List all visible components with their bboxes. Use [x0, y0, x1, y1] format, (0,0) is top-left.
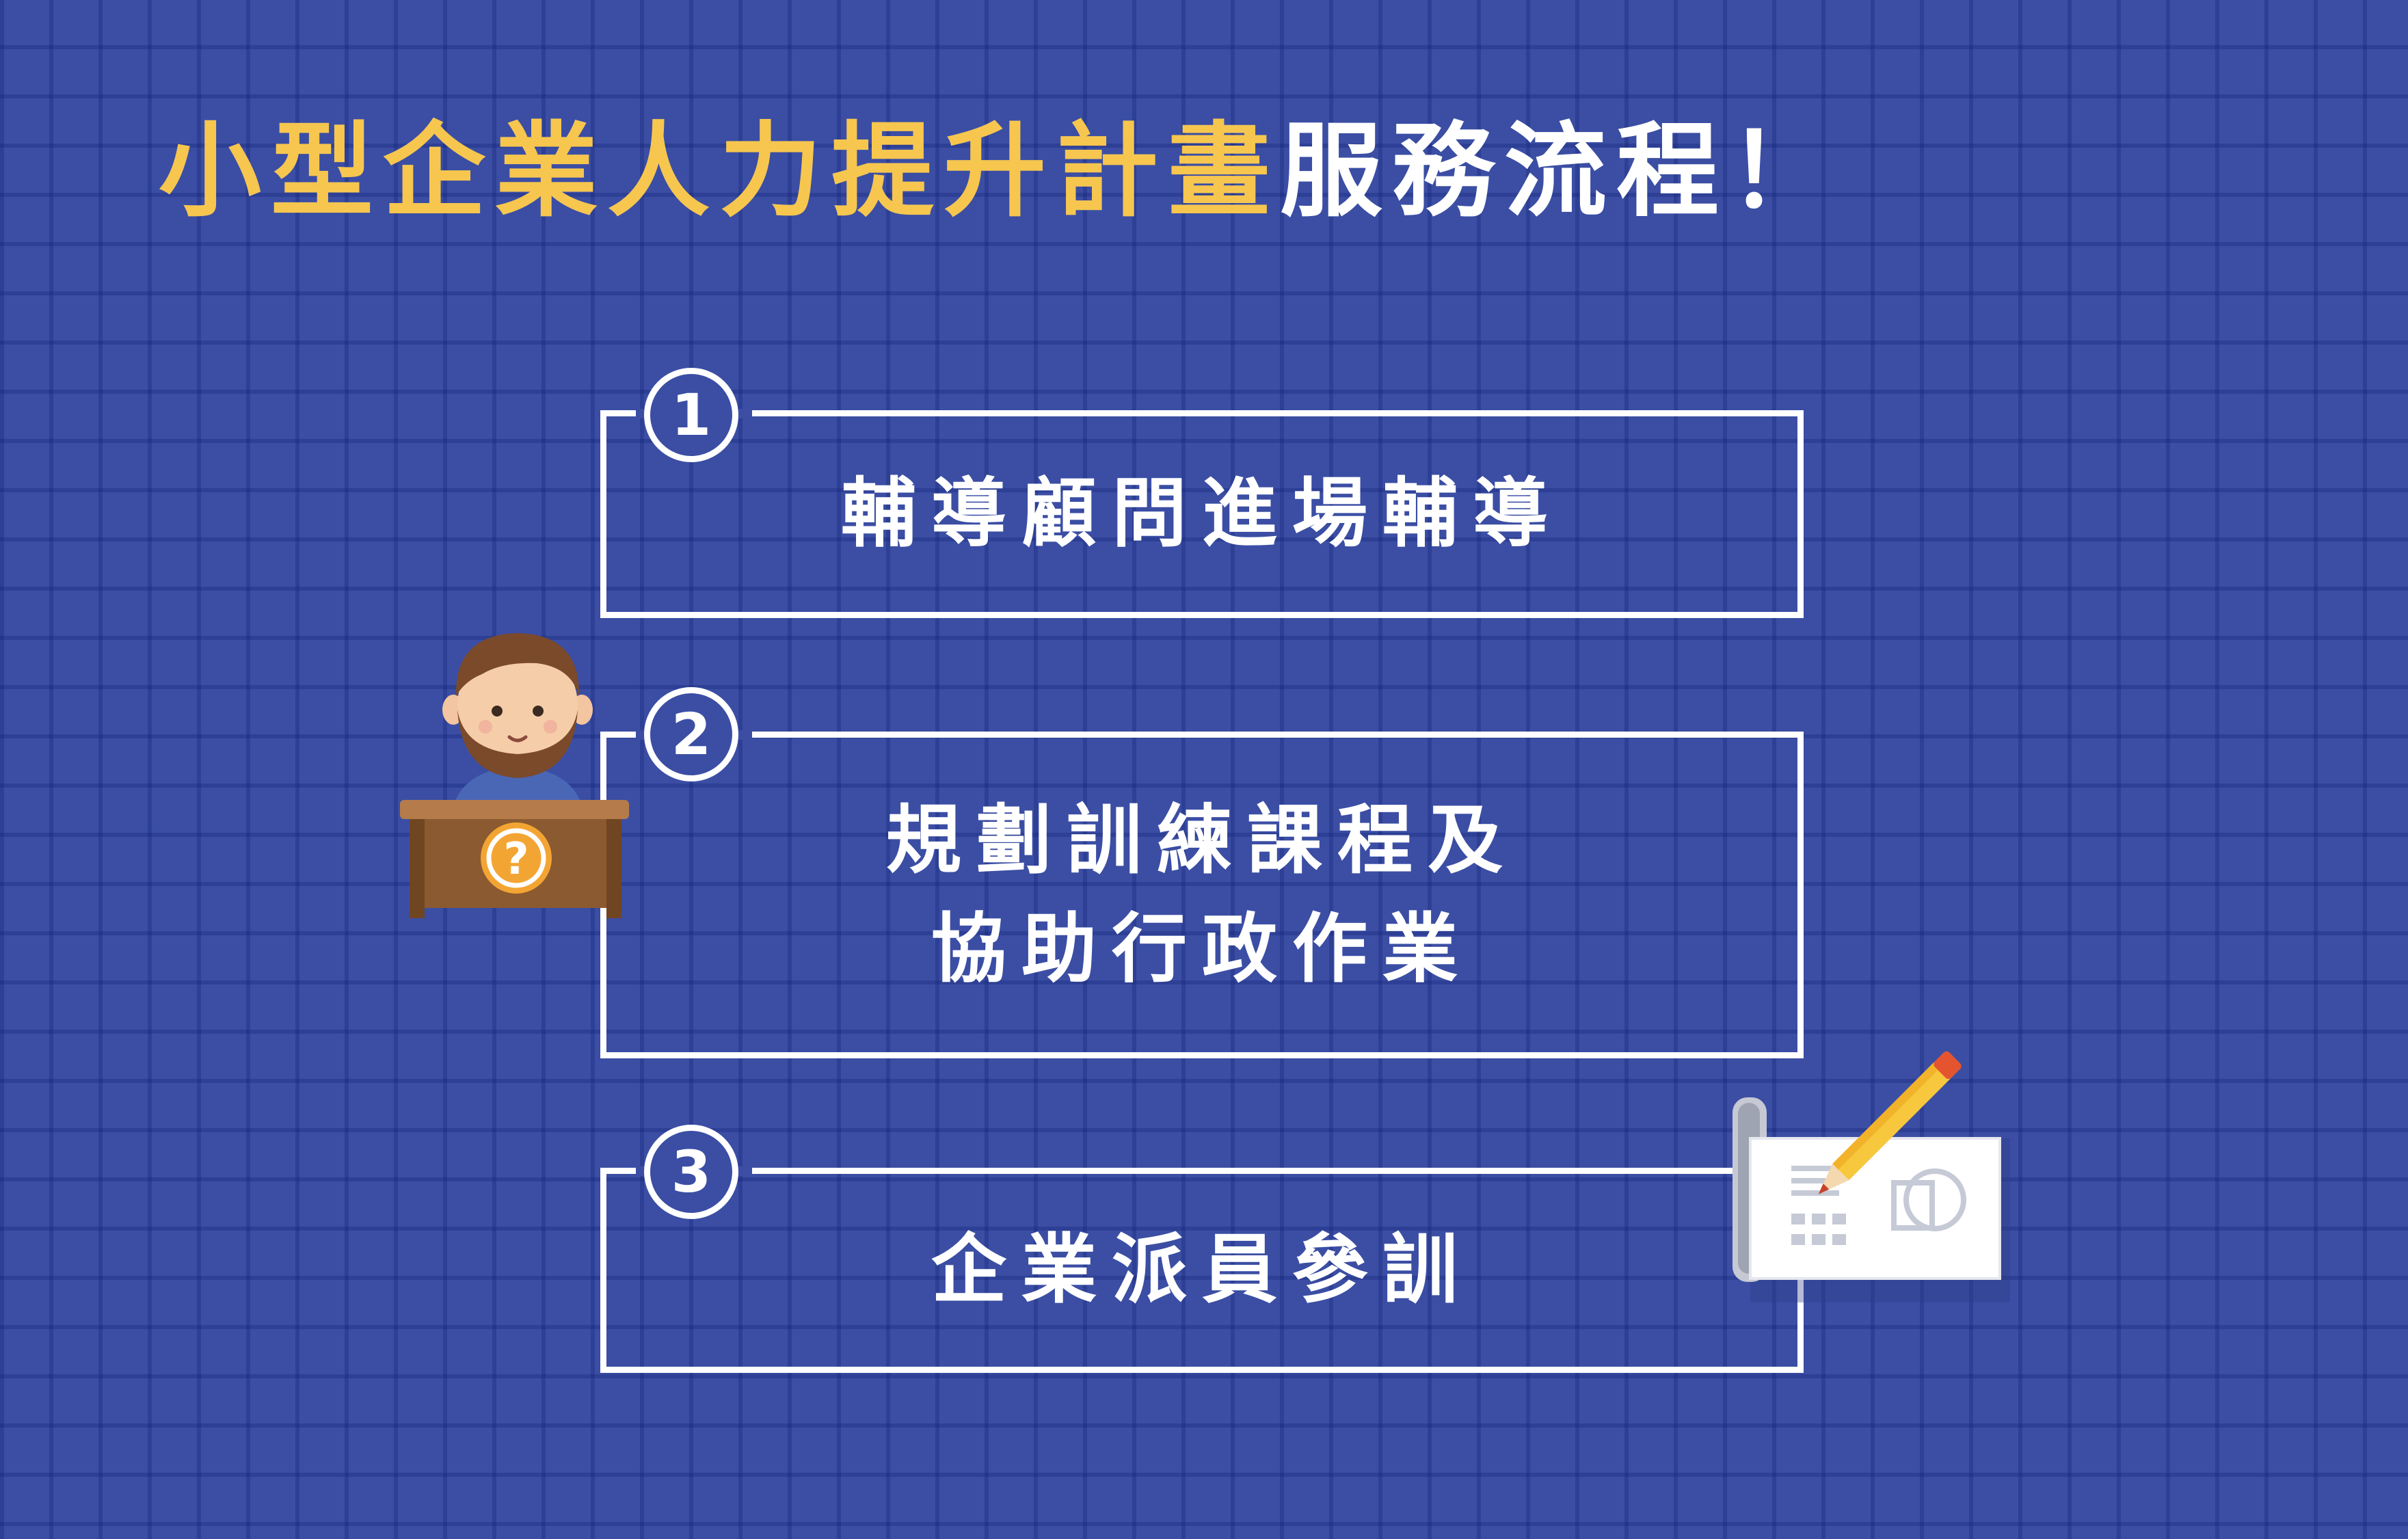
step-2-line-2: 協助行政作業	[931, 905, 1473, 993]
blueprint-pencil-icon	[1733, 1051, 2010, 1302]
step-1-box: 輔導顧問進場輔導	[600, 410, 1804, 618]
step-3-number: 3	[644, 1125, 738, 1219]
page-title: 小型企業人力提升計畫服務流程！	[159, 120, 1841, 223]
step-3-box: 企業派員參訓	[600, 1168, 1804, 1373]
step-1-number: 1	[644, 368, 738, 462]
consultant-at-desk-icon: ?	[400, 633, 629, 918]
step-2-text: 規劃訓練課程及 協助行政作業	[886, 786, 1518, 1004]
title-highlight: 小型企業人力提升計畫	[159, 112, 1281, 231]
title-rest: 服務流程！	[1280, 112, 1841, 231]
step-2-number: 2	[644, 687, 738, 781]
step-2-line-1: 規劃訓練課程及	[886, 796, 1518, 884]
step-2-box: 規劃訓練課程及 協助行政作業	[600, 732, 1804, 1058]
step-1-text: 輔導顧問進場輔導	[841, 470, 1563, 558]
svg-text:?: ?	[503, 834, 529, 885]
step-3-text: 企業派員參訓	[931, 1226, 1473, 1314]
